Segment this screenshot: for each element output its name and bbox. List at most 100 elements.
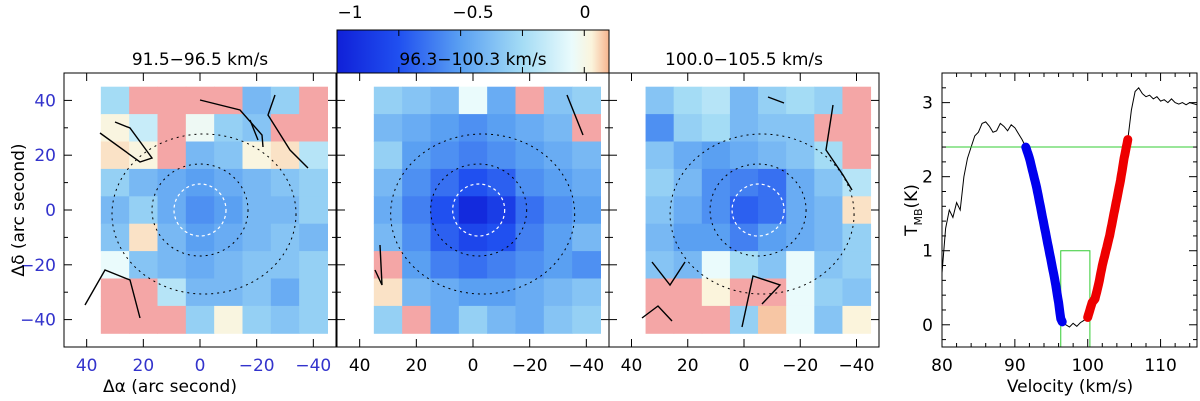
heatmap-cell (701, 114, 731, 142)
contour-overlay (374, 94, 584, 295)
heatmap-cell (402, 196, 431, 225)
dashed-contour (390, 133, 576, 295)
heatmap-cell (242, 251, 272, 279)
heatmap-cell (543, 251, 573, 279)
heatmap-cell (645, 196, 675, 225)
colorbar: −1 −0.5 0 (336, 3, 610, 74)
heatmap-cell (270, 251, 300, 279)
heatmap-cell (673, 251, 703, 279)
heatmap-cell (572, 278, 601, 307)
heatmap-cell (129, 223, 158, 252)
heatmap-cell (487, 114, 516, 142)
heatmap-cell (299, 114, 328, 142)
heatmap-cell (786, 141, 815, 170)
heatmap-cell (786, 251, 815, 279)
heatmap-cell (758, 223, 787, 252)
dashed-contour (111, 133, 297, 295)
heatmap-cell (185, 223, 215, 252)
heatmap-cell (572, 223, 601, 252)
heatmap-cell (100, 278, 130, 307)
heatmap-cell (515, 86, 545, 115)
red-wing-highlight (1083, 135, 1133, 322)
heatmap-cell (758, 168, 787, 197)
heatmap-cell (157, 141, 187, 170)
heatmap-cell (645, 168, 675, 197)
heatmap-cell (673, 86, 703, 115)
heatmap-cell (758, 86, 787, 115)
heatmap-cell (430, 141, 460, 170)
heatmap-cell (814, 114, 843, 142)
heatmap-cell (645, 223, 675, 252)
heatmap-cell (430, 251, 460, 279)
x-tick-label: 110 (1144, 356, 1176, 376)
x-tick-label: 0 (468, 356, 479, 376)
beam-circle (173, 183, 227, 237)
heatmap-cell (515, 223, 545, 252)
heatmap-cell (701, 278, 731, 307)
heatmap-cell (242, 278, 272, 307)
heatmap-cell (814, 223, 843, 252)
panel-title: 96.3−100.3 km/s (399, 50, 546, 70)
heatmap-cell (786, 168, 815, 197)
heatmap-cell (299, 223, 328, 252)
heatmap-cell (299, 168, 328, 197)
heatmap-cell (157, 86, 187, 115)
heatmap-cell (487, 168, 516, 197)
panel-title: 91.5−96.5 km/s (132, 50, 268, 70)
heatmap-cell (270, 305, 300, 334)
heatmap-cell (242, 141, 272, 170)
x-tick-label: 40 (76, 356, 98, 376)
green-central-box (1060, 250, 1091, 347)
heatmap-cell (373, 86, 403, 115)
heatmap-cell (458, 86, 488, 115)
polarization-line (374, 244, 383, 286)
heatmap-cell (402, 278, 431, 307)
heatmap-cell (270, 114, 300, 142)
heatmap-cell (430, 305, 460, 334)
heatmap-cell (572, 305, 601, 334)
contour-overlay (84, 94, 309, 319)
panel-ticks: 40 20 0 −20 −40 (337, 73, 609, 376)
y-tick-label: 0 (922, 316, 933, 336)
polarization-line (566, 94, 584, 136)
heatmap-cell (786, 114, 815, 142)
colorbar-tick-label: −1 (337, 3, 362, 23)
heatmap-cell (786, 196, 815, 225)
colorbar-ticks (336, 30, 585, 73)
heatmap-cell (842, 278, 872, 307)
x-tick-label: −40 (295, 356, 331, 376)
heatmap-cell (185, 196, 215, 225)
heatmap-cell (185, 168, 215, 197)
heatmap-cell (129, 305, 158, 334)
heatmap-cell (487, 223, 516, 252)
polarization-line (767, 96, 785, 104)
heatmap-cell (100, 86, 130, 115)
heatmap-cell (645, 86, 675, 115)
spectrum-x-axis-label: Velocity (km/s) (1007, 377, 1133, 397)
heatmap-cell (458, 114, 488, 142)
x-tick-label: −20 (782, 356, 818, 376)
y-tick-label: 40 (34, 91, 56, 111)
heatmap-cell (729, 114, 759, 142)
heatmap-cell (430, 86, 460, 115)
dashed-contour (709, 163, 807, 257)
heatmap-cell (129, 168, 158, 197)
heatmap-cell (515, 251, 545, 279)
y-tick-label: 2 (922, 168, 933, 188)
heatmap-cell (214, 305, 243, 334)
heatmap-cell (673, 196, 703, 225)
heatmap-cell (543, 114, 573, 142)
heatmap-cell (645, 141, 675, 170)
heatmap-cell (458, 305, 488, 334)
heatmap-cell (673, 305, 703, 334)
heatmap-cell (814, 305, 843, 334)
heatmap-cell (185, 305, 215, 334)
heatmap-cell (543, 278, 573, 307)
heatmap-cell (214, 251, 243, 279)
heatmap-cell (185, 278, 215, 307)
heatmap-cell (185, 251, 215, 279)
heatmap-cell (402, 114, 431, 142)
heatmap-cell (729, 223, 759, 252)
spectrum-plot (941, 86, 1198, 347)
heatmap-cell (572, 168, 601, 197)
